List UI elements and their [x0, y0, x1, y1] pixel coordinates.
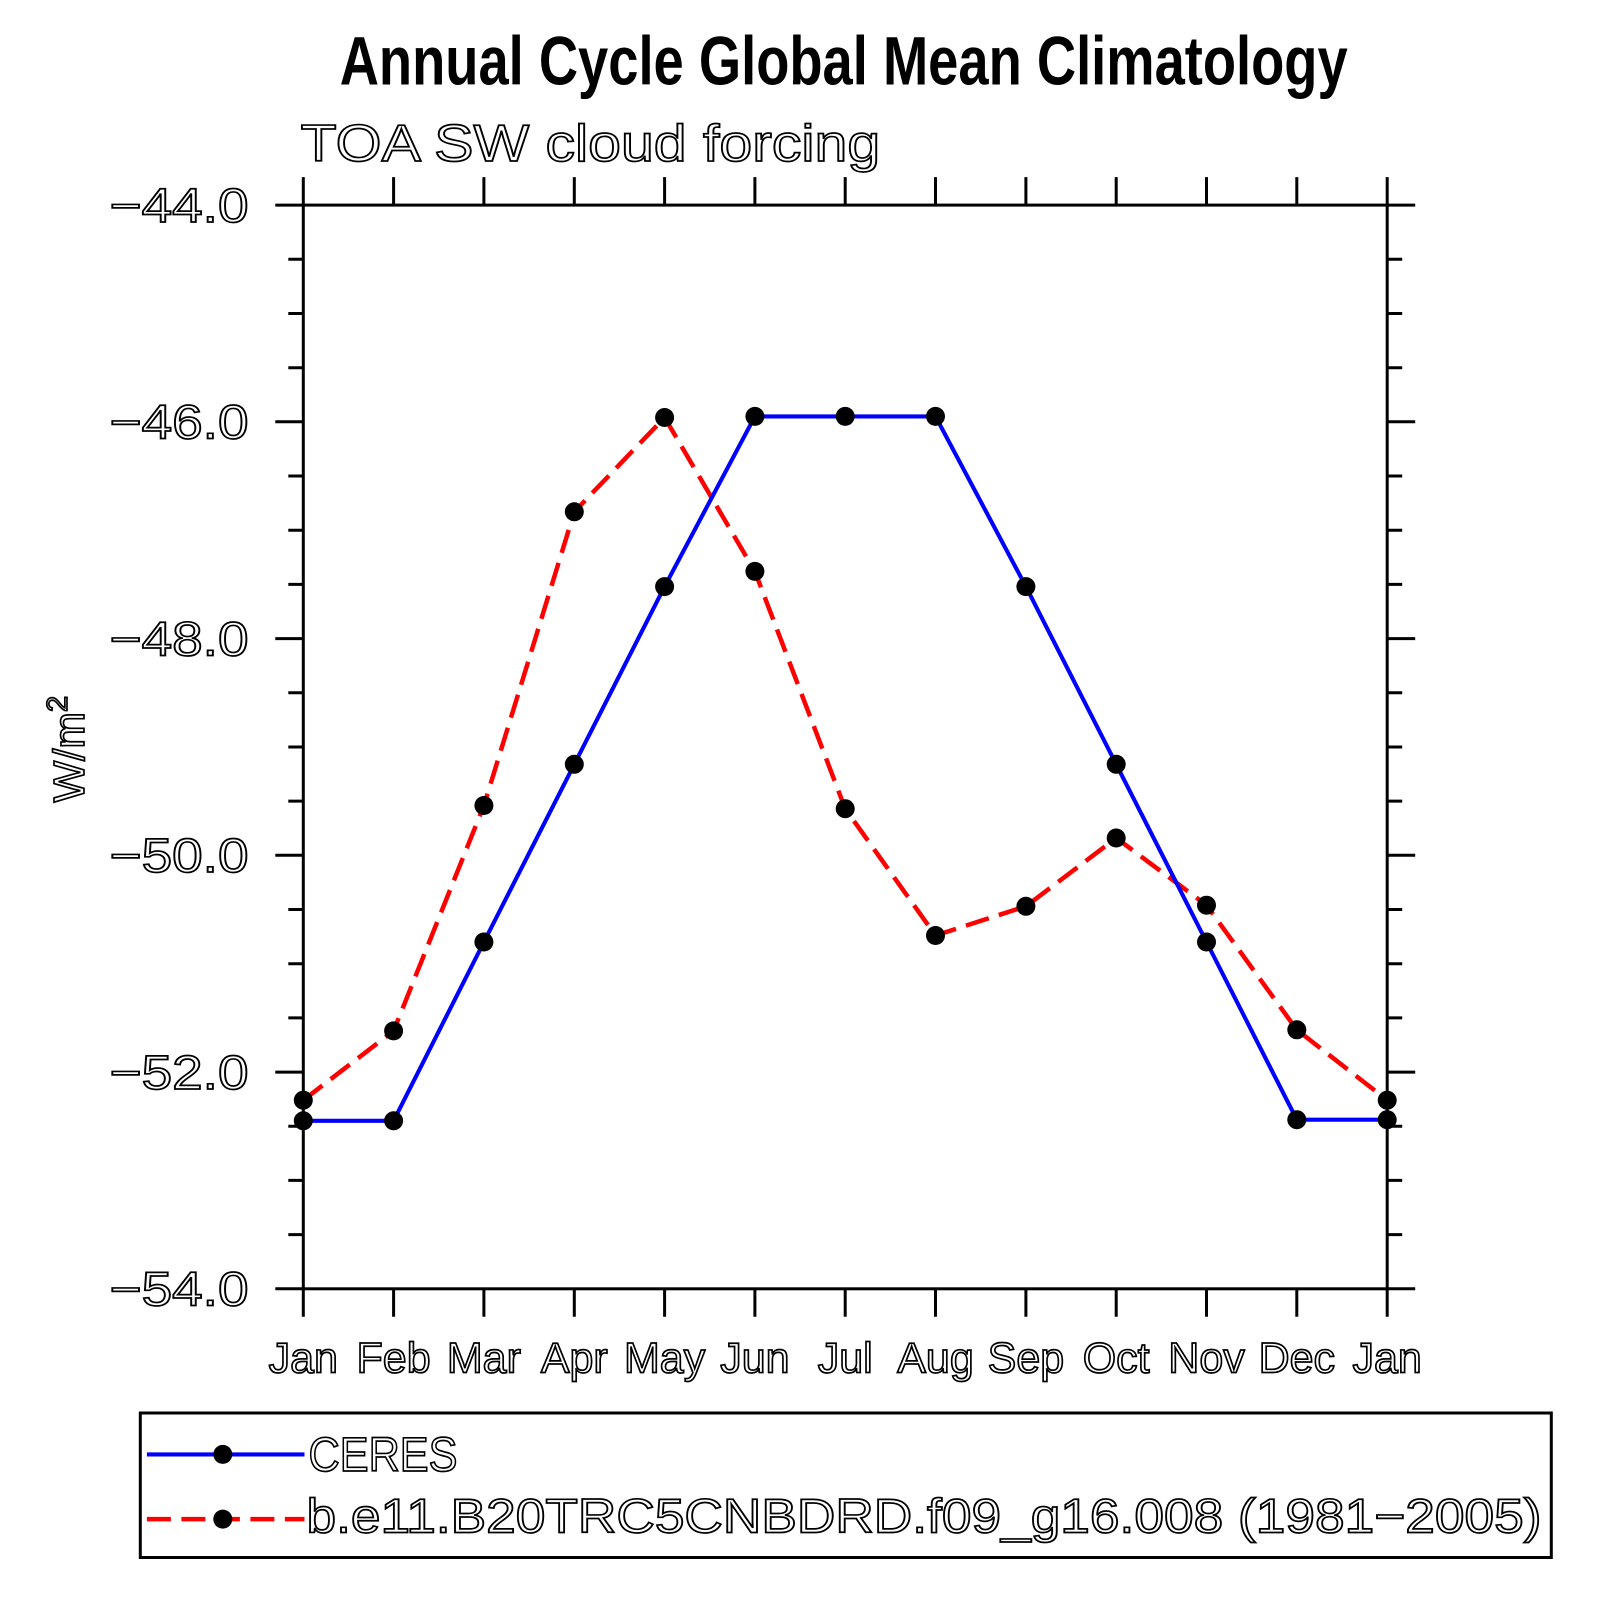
svg-text:−52.0: −52.0 [110, 1047, 249, 1100]
svg-text:−50.0: −50.0 [110, 830, 249, 883]
svg-text:Jan: Jan [269, 1335, 338, 1383]
svg-text:Aug: Aug [897, 1335, 974, 1383]
svg-text:Nov: Nov [1168, 1335, 1245, 1383]
svg-text:Annual Cycle Global Mean Clima: Annual Cycle Global Mean Climatology [340, 23, 1348, 100]
svg-text:Mar: Mar [447, 1335, 521, 1383]
svg-text:−46.0: −46.0 [110, 397, 249, 450]
svg-text:b.e11.B20TRC5CNBDRD.f09_g16.00: b.e11.B20TRC5CNBDRD.f09_g16.008 (1981−20… [307, 1490, 1542, 1543]
svg-text:−54.0: −54.0 [110, 1264, 249, 1317]
svg-text:May: May [624, 1335, 706, 1383]
svg-text:Dec: Dec [1259, 1335, 1335, 1383]
svg-text:Oct: Oct [1083, 1335, 1150, 1383]
svg-text:Jun: Jun [720, 1335, 789, 1383]
svg-text:Feb: Feb [357, 1335, 431, 1383]
svg-text:Sep: Sep [988, 1335, 1065, 1383]
svg-text:−48.0: −48.0 [110, 614, 249, 667]
svg-text:TOA SW cloud forcing: TOA SW cloud forcing [301, 115, 881, 173]
svg-text:W/m2: W/m2 [42, 696, 94, 803]
svg-text:CERES: CERES [309, 1429, 458, 1482]
svg-text:Apr: Apr [541, 1335, 608, 1383]
svg-text:Jan: Jan [1353, 1335, 1422, 1383]
svg-text:−44.0: −44.0 [110, 180, 249, 233]
svg-text:Jul: Jul [818, 1335, 873, 1383]
